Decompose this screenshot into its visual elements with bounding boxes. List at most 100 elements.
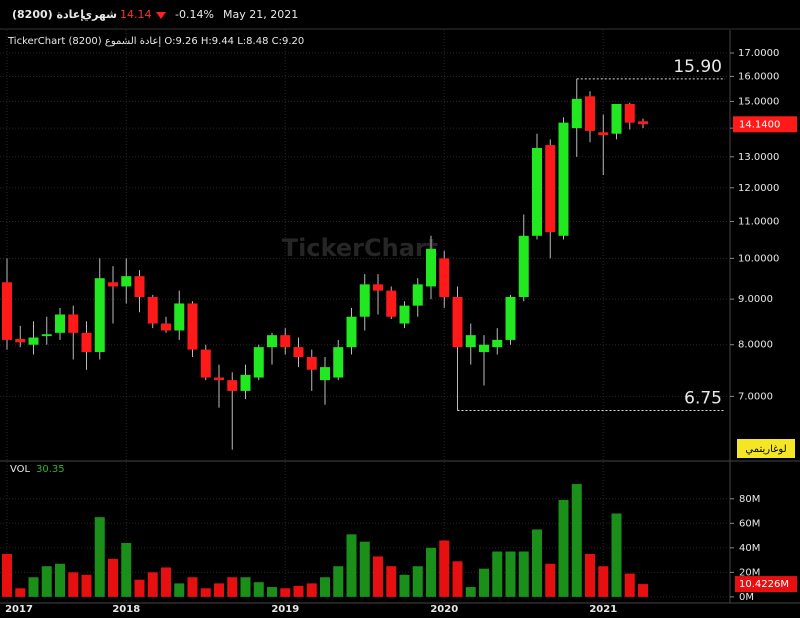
- candle-body: [147, 296, 158, 324]
- candle-body: [253, 347, 264, 378]
- volume-bar: [624, 573, 635, 597]
- last-price-badge: [733, 116, 797, 133]
- candle-body: [200, 349, 211, 378]
- candle-body: [187, 303, 198, 350]
- volume-bar: [505, 551, 516, 597]
- candle-body: [280, 335, 291, 348]
- volume-bar: [214, 583, 224, 597]
- y-tick-label: 7.0000: [738, 391, 773, 402]
- candle-body: [108, 282, 118, 287]
- volume-bar: [267, 587, 277, 597]
- volume-bar: [598, 566, 609, 597]
- candle-body: [346, 316, 357, 348]
- volume-bar: [373, 556, 383, 597]
- scale-label[interactable]: لوغاريتمي: [745, 444, 786, 455]
- volume-bar: [174, 583, 185, 597]
- candle-body: [174, 303, 185, 331]
- last-price: 14.14: [120, 8, 152, 21]
- volume-bar: [280, 588, 291, 597]
- candle-body: [2, 282, 12, 340]
- volume-bar: [346, 534, 357, 597]
- volume-bar: [386, 566, 397, 597]
- x-tick-label: 2017: [5, 604, 33, 615]
- candle-body: [55, 314, 65, 333]
- volume-bar: [412, 566, 423, 597]
- y-tick-label: 8.0000: [738, 340, 773, 351]
- candle-body: [585, 96, 595, 131]
- candle-body: [68, 314, 79, 333]
- volume-bar: [15, 588, 26, 597]
- volume-bar: [121, 542, 132, 597]
- candle-body: [479, 344, 489, 353]
- volume-bar: [94, 517, 105, 597]
- interval: شهري: [82, 8, 117, 21]
- symbol: إعادة (8200): [12, 8, 84, 21]
- candle-body: [134, 276, 145, 297]
- volume-bar: [333, 566, 344, 597]
- candle-body: [333, 347, 344, 378]
- candle-body: [426, 248, 436, 287]
- candle-body: [399, 305, 410, 324]
- candle-body: [161, 323, 171, 331]
- candle-body: [121, 276, 132, 287]
- y-tick-label: 12.0000: [738, 183, 779, 194]
- volume-bar: [545, 563, 556, 597]
- y-tick-label: 9.0000: [738, 294, 773, 305]
- candle-body: [293, 347, 304, 358]
- candle-body: [492, 339, 503, 348]
- annotation-label: 6.75: [684, 388, 722, 408]
- candle-body: [518, 235, 529, 297]
- volume-bar: [359, 541, 370, 597]
- x-tick-label: 2020: [430, 604, 458, 615]
- candle-body: [558, 122, 569, 236]
- change: -0.14%: [175, 8, 214, 21]
- volume-bar: [492, 551, 503, 597]
- candle-body: [94, 278, 105, 353]
- y-tick-label: 80M: [739, 494, 760, 505]
- volume-bar: [558, 500, 569, 597]
- down-arrow: [156, 12, 166, 19]
- volume-bar: [55, 563, 65, 597]
- volume-bar: [465, 587, 476, 597]
- candle-body: [465, 335, 476, 348]
- last-volume-badge: [735, 576, 797, 593]
- volume-bar: [187, 577, 198, 597]
- y-tick-label: 13.0000: [738, 152, 779, 163]
- candle-body: [638, 121, 648, 125]
- last-volume-label: 10.4226M: [739, 579, 789, 590]
- candle-body: [373, 284, 383, 291]
- volume-bar: [227, 577, 238, 597]
- volume-bar: [2, 553, 12, 597]
- candle-body: [624, 104, 635, 123]
- volume-bar: [68, 572, 79, 597]
- candle-body: [571, 98, 582, 129]
- candle-body: [214, 377, 224, 381]
- volume-bar: [200, 588, 211, 597]
- volume-bar: [253, 582, 264, 597]
- volume-bar: [81, 574, 92, 597]
- scale-badge[interactable]: [737, 439, 795, 458]
- volume-bar: [439, 540, 450, 597]
- candle-body: [545, 145, 556, 233]
- watermark: TickerChart: [282, 234, 438, 262]
- y-tick-label: 11.0000: [738, 216, 779, 227]
- volume-bar: [293, 585, 304, 597]
- candle-body: [611, 104, 622, 134]
- date: May 21, 2021: [223, 8, 298, 21]
- volume-bar: [479, 568, 489, 597]
- y-tick-label: 0M: [739, 592, 754, 603]
- volume-bar: [518, 551, 529, 597]
- volume-bar: [399, 574, 410, 597]
- volume-bar: [426, 547, 436, 597]
- info-line: TickerChart إعادة الشموع (8200) O:9.26 H…: [7, 36, 304, 47]
- volume-bar: [571, 484, 582, 597]
- candle-body: [227, 380, 238, 391]
- candle-body: [28, 337, 39, 345]
- candle-body: [240, 374, 251, 391]
- candle-body: [439, 258, 450, 297]
- y-tick-label: 17.0000: [738, 48, 779, 59]
- volume-bar: [585, 553, 595, 597]
- volume-bar: [161, 567, 171, 597]
- candle-body: [386, 290, 397, 317]
